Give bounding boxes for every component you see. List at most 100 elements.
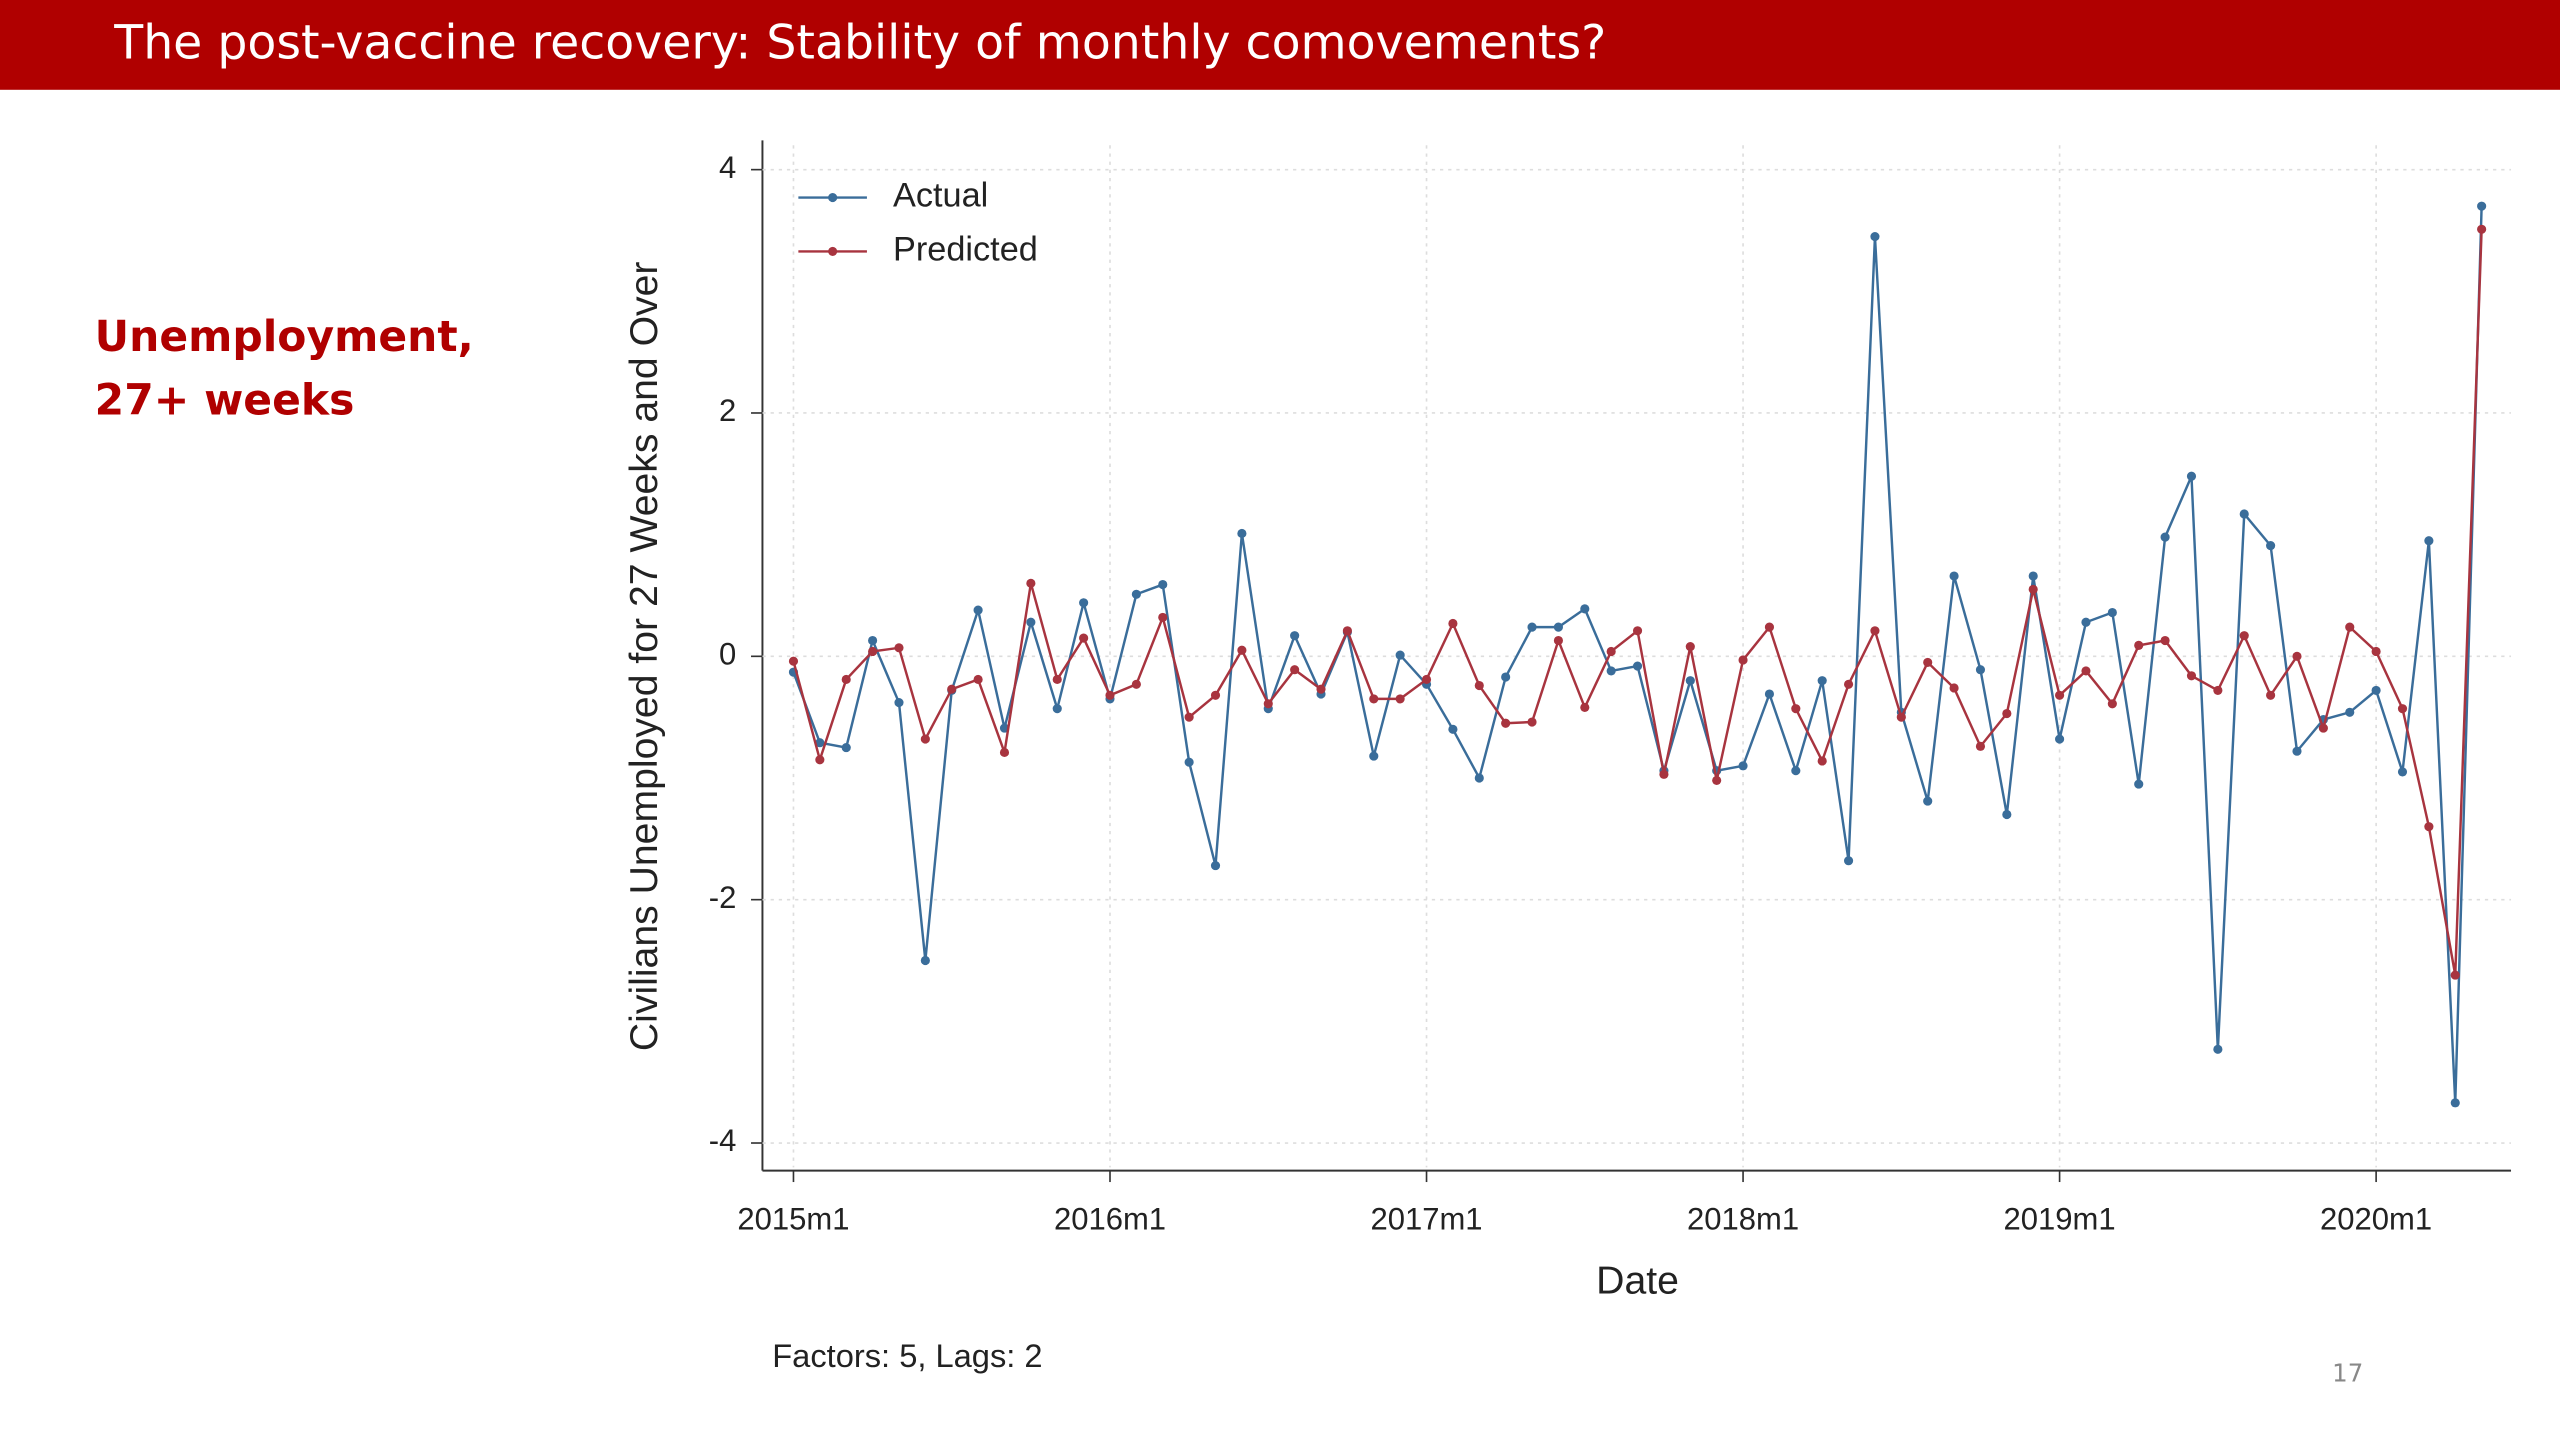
point: [788, 656, 799, 666]
point: [1632, 626, 1643, 636]
point: [1527, 717, 1537, 727]
point: [947, 684, 957, 694]
point: [1474, 773, 1484, 783]
point: [2107, 607, 2117, 618]
header-bar: [0, 0, 2560, 90]
point: [1712, 775, 1722, 786]
point: [1395, 694, 1405, 704]
point: [1421, 674, 1432, 685]
point: [1237, 528, 1247, 539]
point: [2186, 471, 2197, 481]
point: [1738, 655, 1748, 665]
point: [1026, 617, 1036, 627]
point: [2345, 622, 2355, 632]
point: [1870, 231, 1880, 242]
point: [1501, 672, 1511, 682]
point: [2371, 646, 2381, 657]
legend-label: Predicted: [893, 230, 1038, 268]
point: [2055, 690, 2065, 700]
point: [2002, 809, 2012, 820]
point: [2397, 704, 2408, 714]
x-axis-label: Date: [1596, 1260, 1679, 1303]
x-tick-label: 2017m1: [1370, 1201, 1482, 1236]
point: [1923, 796, 1933, 806]
point: [1184, 757, 1194, 767]
point: [1105, 690, 1115, 700]
point: [2266, 690, 2276, 700]
point: [2002, 708, 2012, 719]
point: [2160, 635, 2170, 646]
x-tick-label: 2018m1: [1687, 1201, 1799, 1236]
point: [1026, 578, 1036, 588]
point: [1817, 756, 1827, 766]
point: [2107, 699, 2117, 709]
series-line: [792, 206, 2483, 1103]
point: [1606, 646, 1616, 657]
point: [1448, 724, 1458, 734]
point: [1764, 622, 1775, 632]
point: [1632, 661, 1643, 671]
point: [2292, 746, 2302, 756]
point: [1791, 704, 1801, 714]
point: [1923, 657, 1933, 667]
point: [1052, 674, 1062, 685]
point: [1896, 712, 1906, 722]
point: [2292, 651, 2302, 661]
point: [2477, 201, 2487, 211]
point: [1131, 589, 1141, 599]
point: [2160, 532, 2170, 542]
x-tick-label: 2015m1: [737, 1201, 849, 1236]
point: [1738, 761, 1748, 771]
point: [1079, 633, 1089, 643]
point: [1975, 741, 1986, 751]
y-tick-label: -2: [709, 880, 737, 915]
point: [1791, 766, 1801, 776]
legend-label: Actual: [893, 177, 988, 215]
point: [1184, 712, 1194, 722]
point: [1369, 694, 1379, 704]
point: [2239, 509, 2249, 519]
point: [1527, 622, 1537, 632]
point: [999, 747, 1010, 758]
point: [2477, 224, 2487, 234]
point: [2028, 571, 2038, 581]
point: [1685, 642, 1695, 652]
point: [868, 646, 878, 657]
point: [1659, 769, 1669, 779]
point: [1553, 622, 1563, 632]
point: [1210, 690, 1221, 700]
point: [1580, 702, 1590, 712]
side-label: Unemployment,: [95, 313, 474, 362]
slide-title: The post-vaccine recovery: Stability of …: [113, 16, 1606, 71]
point: [1290, 631, 1300, 641]
point: [894, 643, 904, 653]
point: [2028, 584, 2038, 594]
point: [1843, 679, 1854, 689]
series-line: [792, 229, 2483, 976]
point: [2055, 734, 2065, 744]
point: [1975, 665, 1986, 675]
point: [815, 738, 825, 748]
point: [2450, 1098, 2460, 1108]
point: [2081, 666, 2091, 676]
legend-marker: [828, 246, 838, 256]
page-number: 17: [2332, 1359, 2363, 1388]
point: [1949, 683, 1959, 693]
point: [1395, 650, 1405, 660]
point: [1131, 679, 1141, 689]
point: [1263, 699, 1273, 709]
x-tick-label: 2019m1: [2004, 1201, 2116, 1236]
plot: -4 -2 0 2 4 2015m1 2016m1 2017m1 2018m1 2019m1 202…: [709, 140, 2512, 1236]
point: [2134, 640, 2144, 650]
legend-marker: [828, 192, 838, 203]
y-tick-label: 4: [719, 150, 736, 185]
point: [2134, 779, 2144, 789]
point: [1553, 635, 1563, 646]
point: [2424, 536, 2434, 546]
point: [1158, 579, 1168, 590]
point: [868, 635, 878, 646]
point: [1369, 751, 1379, 761]
point: [815, 755, 825, 765]
point: [1870, 626, 1880, 636]
